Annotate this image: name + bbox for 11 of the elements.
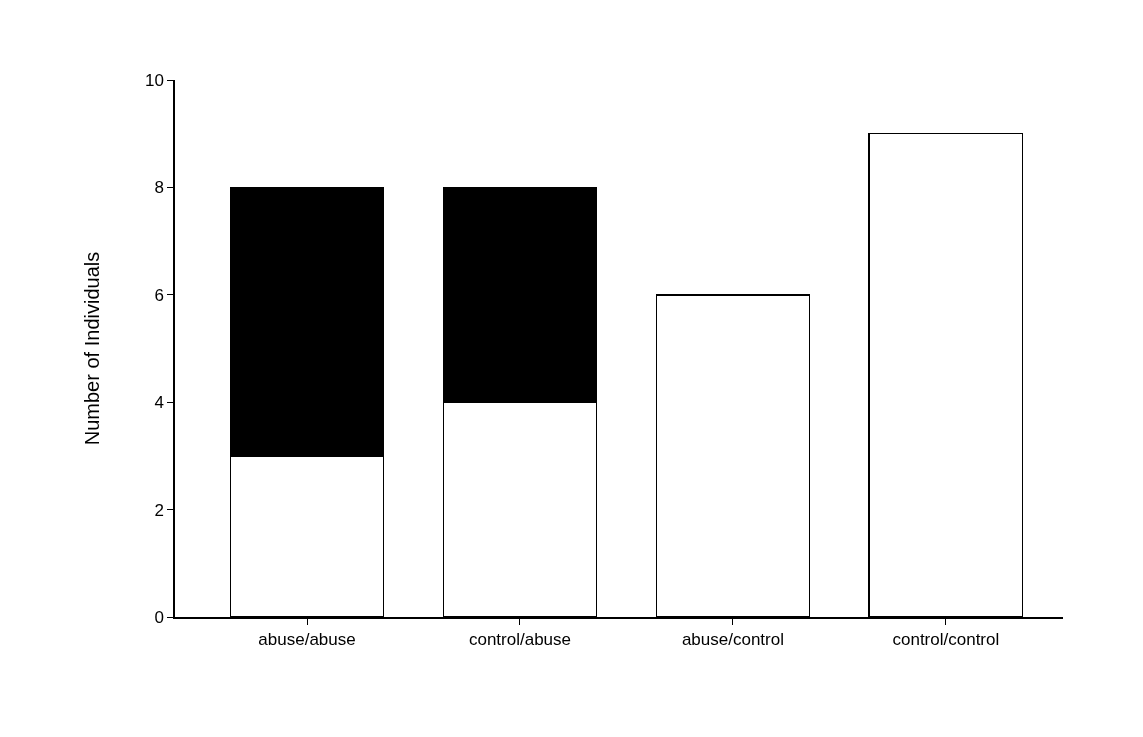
y-tick-label: 10 (144, 70, 164, 90)
x-tick-label: abuse/control (681, 630, 784, 650)
y-tick-label: 0 (154, 607, 164, 627)
y-tick-label: 8 (154, 178, 164, 198)
x-tick-label: abuse/abuse (258, 630, 356, 650)
y-tick-label: 2 (154, 500, 164, 520)
y-tick-label: 6 (154, 285, 164, 305)
y-tick-label: 4 (154, 393, 164, 413)
x-tick-label: control/abuse (468, 630, 572, 650)
y-axis-title: Number of Individuals (80, 251, 103, 446)
x-tick-label: control/control (892, 630, 1000, 650)
